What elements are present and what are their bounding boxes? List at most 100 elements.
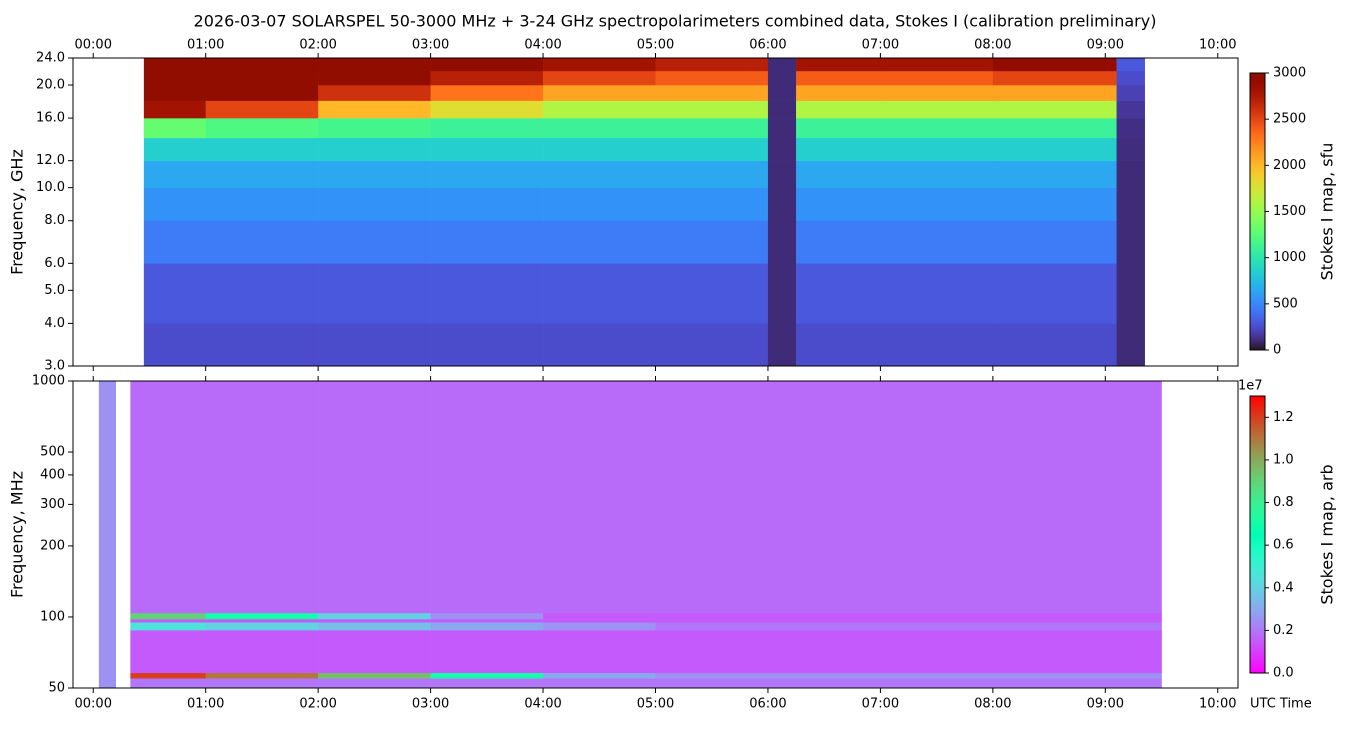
heatmap-cell: [430, 70, 544, 86]
heatmap-cell: [98, 612, 117, 620]
heatmap-cell: [543, 323, 656, 367]
heatmap-cell: [796, 323, 881, 367]
colorbar: [1249, 395, 1266, 674]
heatmap-cell: [98, 672, 117, 679]
heatmap-cell: [205, 58, 319, 72]
heatmap-cell: [767, 323, 797, 367]
colorbar-tick-label: 2000: [1273, 158, 1306, 173]
heatmap-cell: [992, 118, 1117, 139]
heatmap-cell: [992, 612, 1162, 620]
heatmap-cell: [205, 187, 319, 222]
heatmap-cell: [655, 85, 769, 101]
heatmap-cell: [655, 137, 769, 161]
heatmap-cell: [543, 118, 656, 139]
heatmap-cell: [1116, 85, 1145, 101]
colorbar-tick-label: 0: [1273, 343, 1281, 358]
colorbar-tick-label: 0.6: [1273, 538, 1294, 553]
heatmap-cell: [205, 678, 319, 689]
heatmap-cell: [543, 630, 656, 674]
colorbar-tick-label: 2500: [1273, 112, 1306, 127]
heatmap-cell: [1116, 323, 1145, 367]
heatmap-cell: [543, 220, 656, 264]
heatmap-cell: [1116, 118, 1145, 139]
heatmap-cell: [543, 187, 656, 222]
heatmap-cell: [655, 58, 769, 72]
heatmap-cell: [880, 612, 994, 620]
heatmap-cell: [767, 187, 797, 222]
x-tick-label: 10:00: [1199, 697, 1236, 712]
heatmap-cell: [205, 220, 319, 264]
heatmap-cell: [143, 160, 206, 188]
heatmap-cell: [205, 630, 319, 674]
heatmap-cell: [205, 85, 319, 101]
x-tick-label: 02:00: [299, 38, 336, 53]
colorbar-tick-label: 500: [1273, 296, 1298, 311]
heatmap-cell: [205, 672, 319, 679]
colorbar-tick-label: 1.2: [1273, 410, 1294, 425]
heatmap-cell: [992, 323, 1117, 367]
heatmap-cell: [318, 100, 431, 119]
heatmap-cell: [143, 323, 206, 367]
heatmap-cell: [205, 70, 319, 86]
heatmap-cell: [430, 612, 544, 620]
heatmap-cell: [1116, 137, 1145, 161]
heatmap-cell: [205, 619, 319, 623]
colorbar-offset: 1e7: [1238, 379, 1263, 394]
heatmap-cell: [430, 118, 544, 139]
heatmap-cell: [318, 137, 431, 161]
x-tick-label: 06:00: [749, 697, 786, 712]
heatmap-cell: [796, 137, 881, 161]
heatmap-cell: [655, 118, 769, 139]
y-tick-label: 10.0: [36, 180, 65, 195]
heatmap-cell: [767, 612, 881, 620]
heatmap-cell: [318, 672, 431, 679]
heatmap-cell: [992, 220, 1117, 264]
heatmap-cell: [767, 619, 881, 623]
heatmap-cell: [1116, 100, 1145, 119]
heatmap-cell: [880, 160, 994, 188]
heatmap-cell: [543, 678, 656, 689]
heatmap-cell: [430, 678, 544, 689]
heatmap-cell: [767, 220, 797, 264]
heatmap-cell: [992, 100, 1117, 119]
heatmap-cell: [130, 619, 206, 623]
y-tick-label: 8.0: [44, 213, 65, 228]
heatmap-cell: [318, 612, 431, 620]
heatmap-cell: [1116, 70, 1145, 86]
heatmap-cell: [1116, 187, 1145, 222]
heatmap-cell: [543, 622, 656, 631]
heatmap-cell: [992, 263, 1117, 324]
heatmap-cell: [430, 381, 544, 614]
heatmap-cell: [992, 630, 1162, 674]
y-tick-label: 400: [40, 467, 65, 482]
colorbar: [1249, 72, 1266, 351]
x-tick-label: 08:00: [974, 697, 1011, 712]
heatmap-cell: [992, 622, 1162, 631]
heatmap-cell: [992, 85, 1117, 101]
heatmap-cell: [130, 622, 206, 631]
heatmap-cell: [130, 678, 206, 689]
heatmap-cell: [767, 678, 881, 689]
y-tick-label: 16.0: [36, 111, 65, 126]
heatmap-cell: [143, 70, 206, 86]
y-tick-label: 500: [40, 445, 65, 460]
heatmap-cell: [655, 619, 769, 623]
colorbar-label: Stokes I map, arb: [1318, 464, 1337, 604]
heatmap-cell: [130, 672, 206, 679]
heatmap-cell: [318, 323, 431, 367]
x-tick-label: 10:00: [1199, 38, 1236, 53]
heatmap-cell: [767, 622, 881, 631]
heatmap-cell: [430, 160, 544, 188]
heatmap: [143, 58, 1145, 367]
heatmap-cell: [143, 85, 206, 101]
y-axis-label: Frequency, MHz: [8, 471, 27, 598]
heatmap-cell: [318, 678, 431, 689]
heatmap-cell: [880, 678, 994, 689]
heatmap-cell: [543, 137, 656, 161]
heatmap-cell: [318, 85, 431, 101]
heatmap-cell: [543, 612, 656, 620]
colorbar-tick-label: 1.0: [1273, 452, 1294, 467]
x-tick-label: 08:00: [974, 38, 1011, 53]
heatmap-cell: [880, 137, 994, 161]
heatmap-cell: [318, 118, 431, 139]
